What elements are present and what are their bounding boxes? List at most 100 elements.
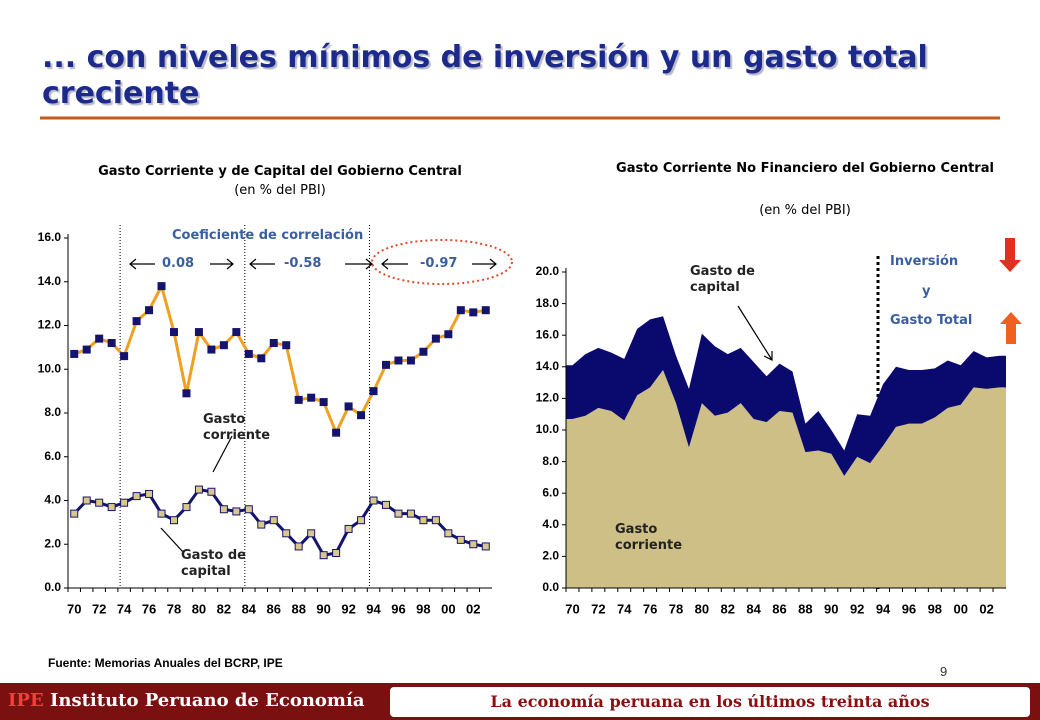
x-tick-label: 74 [617, 601, 632, 616]
x-tick-label: 84 [242, 601, 257, 616]
x-tick-label: 02 [466, 601, 480, 616]
y-tick-label: 6.0 [44, 449, 61, 463]
x-tick-label: 88 [798, 601, 812, 616]
point-marker [431, 516, 440, 525]
point-marker [444, 529, 453, 538]
y-tick-label: 8.0 [44, 405, 61, 419]
x-tick-label: 92 [341, 601, 355, 616]
x-tick-label: 78 [669, 601, 683, 616]
point-marker [382, 360, 390, 369]
y-tick-label: 20.0 [536, 264, 560, 278]
point-marker [469, 308, 478, 317]
point-marker [132, 492, 141, 501]
footer-org: Instituto Peruano de Economía [49, 690, 365, 711]
x-tick-label: 80 [695, 601, 709, 616]
point-marker [132, 317, 141, 326]
point-marker [282, 341, 291, 350]
side-label: y [922, 284, 931, 299]
point-marker [120, 352, 129, 361]
chart-title: Gasto Corriente No Financiero del Gobier… [616, 161, 994, 176]
highlight-ellipse [371, 239, 513, 285]
point-marker [107, 503, 116, 512]
point-marker [406, 509, 415, 518]
point-marker [431, 334, 440, 343]
correlation-value: -0.58 [284, 256, 322, 271]
y-tick-label: 0.0 [44, 580, 61, 594]
chart-subtitle: (en % del PBI) [759, 203, 851, 218]
point-marker [319, 551, 328, 560]
side-label: Gasto Total [890, 313, 973, 328]
x-tick-label: 72 [591, 601, 605, 616]
y-tick-label: 14.0 [38, 274, 62, 288]
y-tick-label: 4.0 [44, 493, 61, 507]
y-tick-label: 4.0 [542, 517, 559, 531]
series-label: Gasto corriente [615, 522, 683, 553]
x-tick-label: 92 [850, 601, 864, 616]
x-tick-label: 98 [928, 601, 942, 616]
x-tick-label: 88 [291, 601, 305, 616]
point-marker [207, 487, 216, 496]
x-tick-label: 90 [316, 601, 330, 616]
point-marker [120, 498, 129, 507]
point-marker [182, 389, 191, 398]
correlation-value: 0.08 [162, 256, 195, 271]
point-marker [406, 356, 415, 365]
area [566, 369, 1006, 588]
point-marker [70, 349, 79, 358]
point-marker [344, 402, 353, 411]
correlation-value: -0.97 [420, 256, 458, 271]
point-marker [369, 387, 378, 396]
point-marker [244, 505, 253, 514]
series-label: Gasto de capital [690, 264, 755, 295]
x-tick-label: 70 [67, 601, 81, 616]
area [566, 316, 1006, 476]
slide-title: ... con niveles mínimos de inversión y u… [42, 40, 928, 111]
point-marker [344, 524, 353, 533]
point-marker [357, 516, 366, 525]
series-line [73, 282, 487, 437]
point-marker [319, 398, 328, 407]
down-arrow-icon [999, 238, 1021, 272]
point-marker [419, 516, 428, 525]
point-marker [157, 509, 166, 518]
series-line [73, 487, 487, 557]
point-marker [157, 282, 166, 291]
y-tick-label: 2.0 [44, 536, 61, 550]
point-marker [207, 345, 216, 354]
x-tick-label: 98 [416, 601, 430, 616]
y-tick-label: 2.0 [542, 549, 559, 563]
point-marker [269, 516, 278, 525]
x-tick-label: 94 [876, 601, 891, 616]
chart-subtitle: (en % del PBI) [234, 183, 326, 198]
x-tick-label: 82 [217, 601, 231, 616]
x-tick-label: 02 [979, 601, 993, 616]
point-marker [456, 306, 465, 315]
point-marker [444, 330, 453, 339]
x-tick-label: 94 [366, 601, 381, 616]
point-marker [145, 306, 154, 315]
x-tick-label: 90 [824, 601, 838, 616]
point-marker [70, 509, 79, 518]
point-marker [219, 505, 228, 514]
source-note: Fuente: Memorias Anuales del BCRP, IPE [48, 656, 283, 670]
y-tick-label: 16.0 [536, 327, 560, 341]
side-label: Inversión [890, 254, 959, 269]
point-marker [95, 498, 104, 507]
point-marker [145, 489, 154, 498]
point-marker [369, 496, 378, 505]
point-marker [419, 347, 428, 356]
point-marker [219, 341, 228, 350]
x-tick-label: 96 [902, 601, 916, 616]
footer-right: La economía peruana en los últimos trein… [490, 692, 930, 711]
point-marker [481, 306, 490, 315]
page-number: 9 [940, 664, 948, 679]
x-tick-label: 86 [267, 601, 281, 616]
y-tick-label: 12.0 [536, 391, 560, 405]
x-tick-label: 76 [142, 601, 156, 616]
footer-box [390, 687, 1030, 717]
x-tick-label: 86 [772, 601, 786, 616]
point-marker [194, 485, 203, 494]
x-tick-label: 80 [192, 601, 206, 616]
